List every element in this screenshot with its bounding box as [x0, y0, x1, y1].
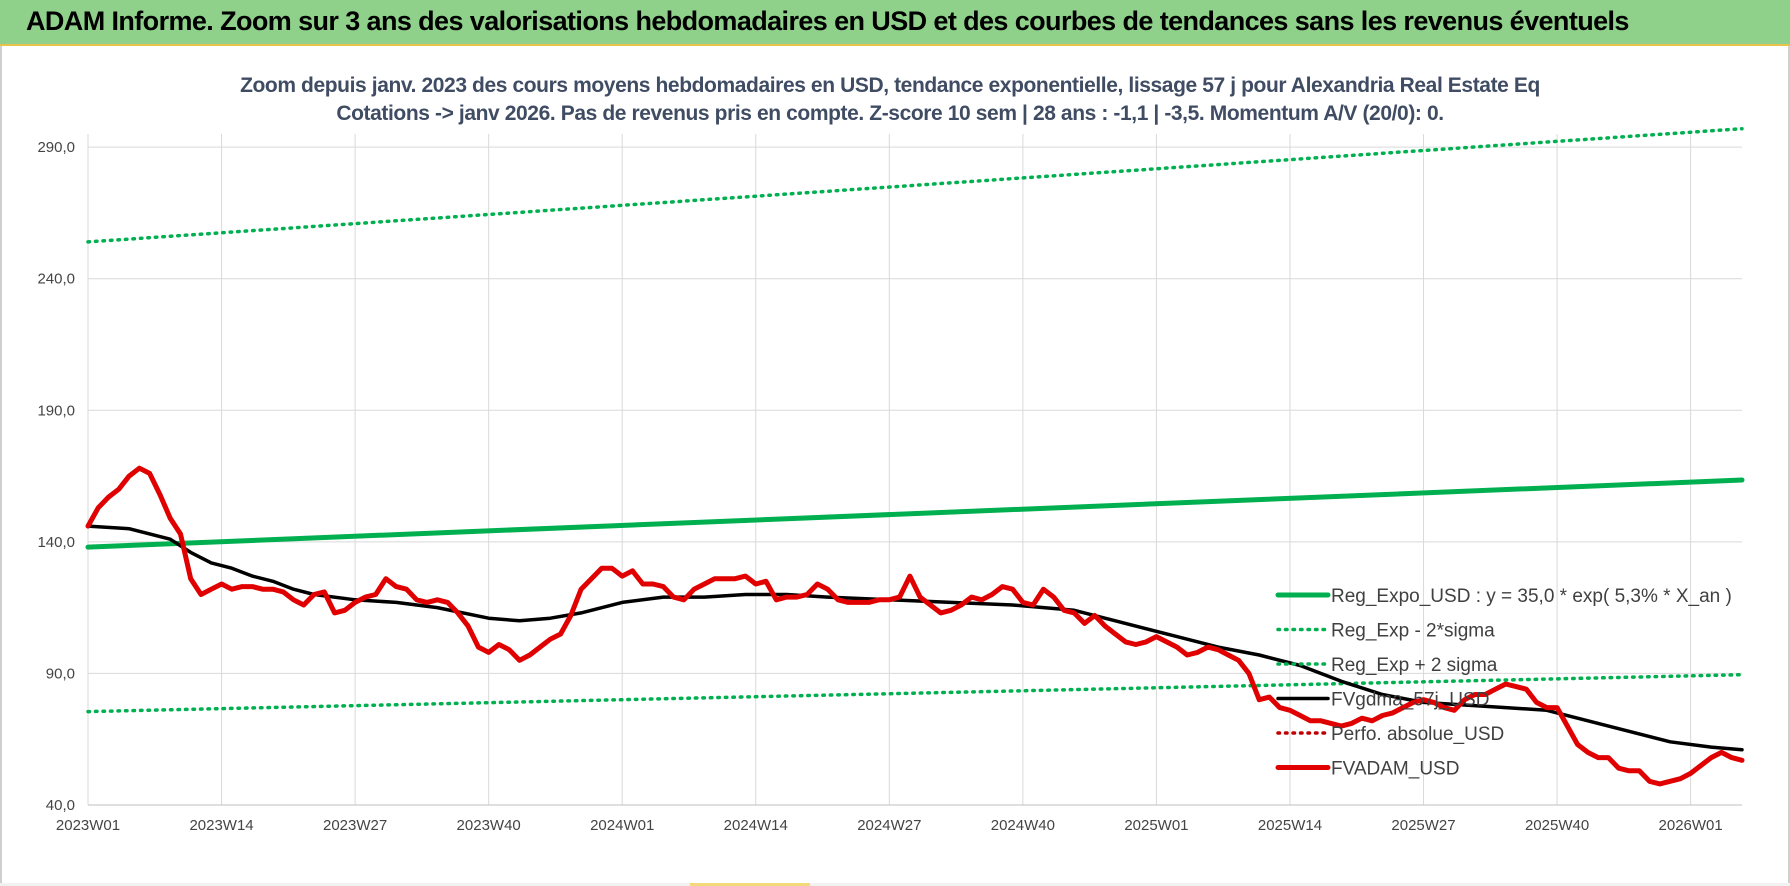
- legend-label-1: Reg_Exp - 2*sigma: [1331, 621, 1495, 642]
- y-tick-label: 140,0: [37, 534, 75, 551]
- x-tick-label: 2025W27: [1391, 817, 1455, 834]
- chart-frame: [0, 46, 1790, 886]
- page-title: ADAM Informe. Zoom sur 3 ans des valoris…: [26, 6, 1629, 36]
- y-tick-label: 90,0: [46, 665, 75, 682]
- y-tick-label: 190,0: [37, 402, 75, 419]
- chart-legend: Reg_Expo_USD : y = 35,0 * exp( 5,3% * X_…: [1275, 586, 1732, 780]
- x-tick-label: 2024W40: [991, 817, 1055, 834]
- legend-label-3: FVgdma_57j_USD: [1331, 690, 1489, 711]
- x-tick-label: 2024W14: [724, 817, 788, 834]
- series-line-2: [86, 126, 1744, 244]
- y-tick-label: 40,0: [46, 797, 75, 814]
- x-tick-label: 2023W01: [56, 817, 120, 834]
- legend-label-0: Reg_Expo_USD : y = 35,0 * exp( 5,3% * X_…: [1331, 586, 1732, 607]
- chart-title-line-1: Zoom depuis janv. 2023 des cours moyens …: [240, 74, 1540, 97]
- legend-label-5: FVADAM_USD: [1331, 759, 1459, 780]
- series-line-5: [85, 465, 1745, 787]
- x-tick-label: 2026W01: [1659, 817, 1723, 834]
- chart-subtitle: Zoom depuis janv. 2023 des cours moyens …: [240, 70, 1540, 128]
- x-tick-label: 2025W14: [1258, 817, 1322, 834]
- chart-series: [85, 126, 1745, 787]
- series-line-1: [86, 672, 1744, 714]
- y-tick-label: 290,0: [37, 139, 75, 156]
- y-axis-ticks: 40,0 90,0 140,0 190,0 240,0 290,0: [37, 139, 75, 814]
- bottom-border: [0, 883, 1790, 886]
- chart-title-line-2: Cotations -> janv 2026. Pas de revenus p…: [336, 102, 1443, 125]
- legend-label-4: Perfo. absolue_USD: [1331, 724, 1504, 745]
- x-tick-label: 2024W01: [590, 817, 654, 834]
- header-banner: ADAM Informe. Zoom sur 3 ans des valoris…: [0, 0, 1790, 46]
- x-tick-label: 2025W40: [1525, 817, 1589, 834]
- x-tick-label: 2024W27: [857, 817, 921, 834]
- series-line-3: [86, 524, 1744, 752]
- x-axis-ticks: 2023W01 2023W14 2023W27 2023W40 2024W01 2024W…: [56, 817, 1723, 834]
- x-tick-label: 2023W40: [457, 817, 521, 834]
- y-tick-label: 240,0: [37, 271, 75, 288]
- x-tick-label: 2023W14: [189, 817, 253, 834]
- series-line-0: [85, 477, 1745, 550]
- x-tick-label: 2023W27: [323, 817, 387, 834]
- legend-label-2: Reg_Exp + 2 sigma: [1331, 655, 1498, 676]
- bottom-accent: [690, 883, 810, 886]
- x-tick-label: 2025W01: [1124, 817, 1188, 834]
